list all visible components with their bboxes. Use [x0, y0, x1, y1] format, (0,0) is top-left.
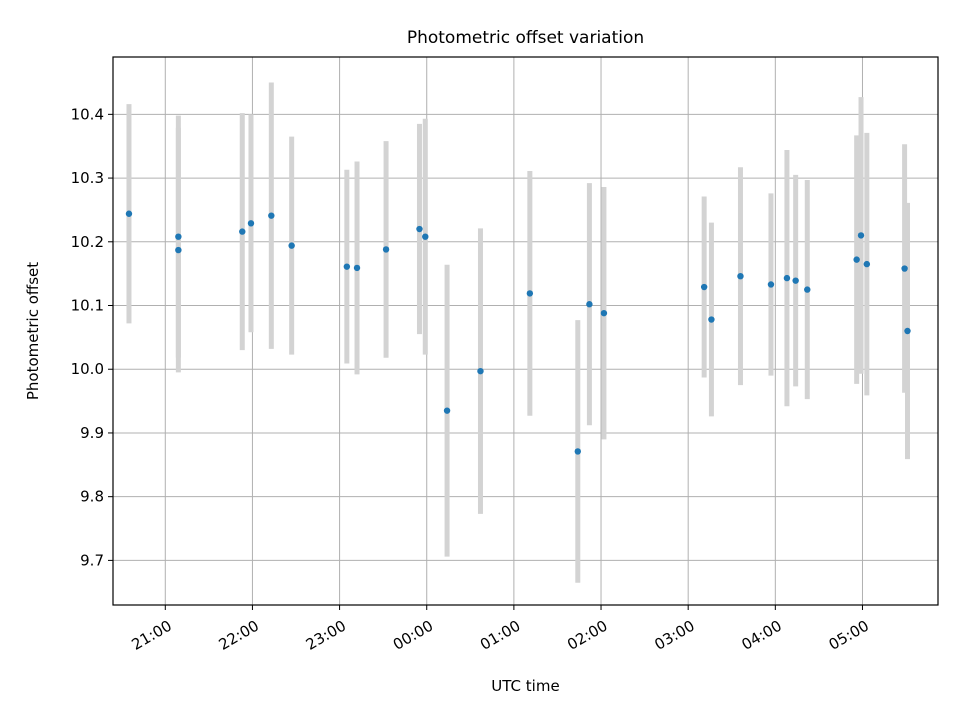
data-point [443, 407, 451, 414]
x-tick-label: 03:00 [651, 617, 697, 654]
data-point [792, 277, 799, 284]
x-tick-label: 21:00 [128, 617, 174, 654]
x-tick-label: 05:00 [826, 617, 872, 654]
data-point [268, 212, 275, 219]
data-point [904, 327, 911, 335]
data-point [863, 260, 871, 268]
data-point [175, 233, 182, 240]
data-point [857, 232, 865, 239]
x-tick-label: 23:00 [303, 617, 349, 654]
data-point [853, 256, 860, 263]
data-point [600, 309, 608, 317]
y-tick-label: 9.7 [80, 551, 104, 569]
x-tick-label: 04:00 [738, 617, 784, 654]
y-axis-ticks: 9.7 9.8 9.9 10.0 10.1 10.2 10.3 10.4 [71, 105, 113, 569]
data-point [708, 316, 715, 323]
data-point [574, 448, 581, 455]
y-tick-label: 10.3 [71, 169, 104, 187]
y-tick-label: 10.2 [71, 233, 104, 251]
x-tick-label: 22:00 [216, 617, 262, 654]
data-point [901, 265, 908, 272]
data-point [247, 220, 255, 227]
y-axis-label: Photometric offset [24, 262, 42, 400]
data-point [804, 286, 811, 293]
data-point [353, 264, 361, 272]
y-tick-label: 9.9 [80, 424, 104, 442]
data-point [416, 225, 423, 233]
chart-title: Photometric offset variation [407, 28, 644, 48]
x-tick-label: 00:00 [390, 617, 436, 654]
data-point [422, 233, 429, 240]
data-point [767, 281, 775, 288]
data-point [343, 263, 351, 270]
y-tick-label: 10.0 [71, 360, 104, 378]
data-point [737, 273, 744, 280]
grid [113, 57, 938, 605]
x-axis-ticks: 21:00 22:00 23:00 00:00 01:00 02:00 03:00 04:00… [128, 605, 872, 654]
x-axis-label: UTC time [491, 677, 559, 695]
y-tick-label: 10.1 [71, 297, 104, 315]
errorbars [126, 82, 910, 583]
data-point [382, 246, 390, 253]
data-point [175, 246, 182, 254]
x-tick-label: 01:00 [477, 617, 523, 654]
data-point [239, 228, 246, 235]
x-tick-label: 02:00 [564, 617, 610, 654]
y-tick-label: 10.4 [71, 105, 104, 123]
data-point [700, 283, 708, 291]
data-point [586, 301, 593, 308]
y-tick-label: 9.8 [80, 488, 104, 506]
plot-area-frame [112, 56, 939, 606]
data-points [125, 210, 911, 455]
data-point [783, 274, 791, 282]
data-point [526, 290, 534, 297]
data-point [288, 242, 295, 249]
data-point [477, 367, 484, 375]
data-point [125, 210, 133, 217]
